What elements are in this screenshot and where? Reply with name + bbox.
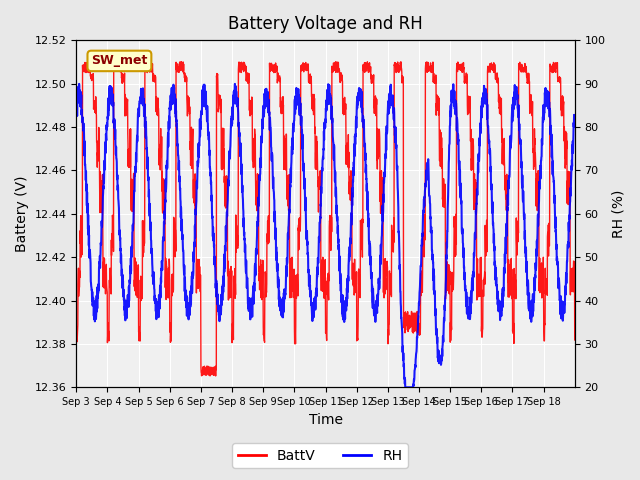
Y-axis label: Battery (V): Battery (V)	[15, 176, 29, 252]
Title: Battery Voltage and RH: Battery Voltage and RH	[228, 15, 423, 33]
Legend: BattV, RH: BattV, RH	[232, 443, 408, 468]
Text: SW_met: SW_met	[92, 54, 148, 67]
Y-axis label: RH (%): RH (%)	[611, 190, 625, 238]
X-axis label: Time: Time	[308, 413, 342, 427]
